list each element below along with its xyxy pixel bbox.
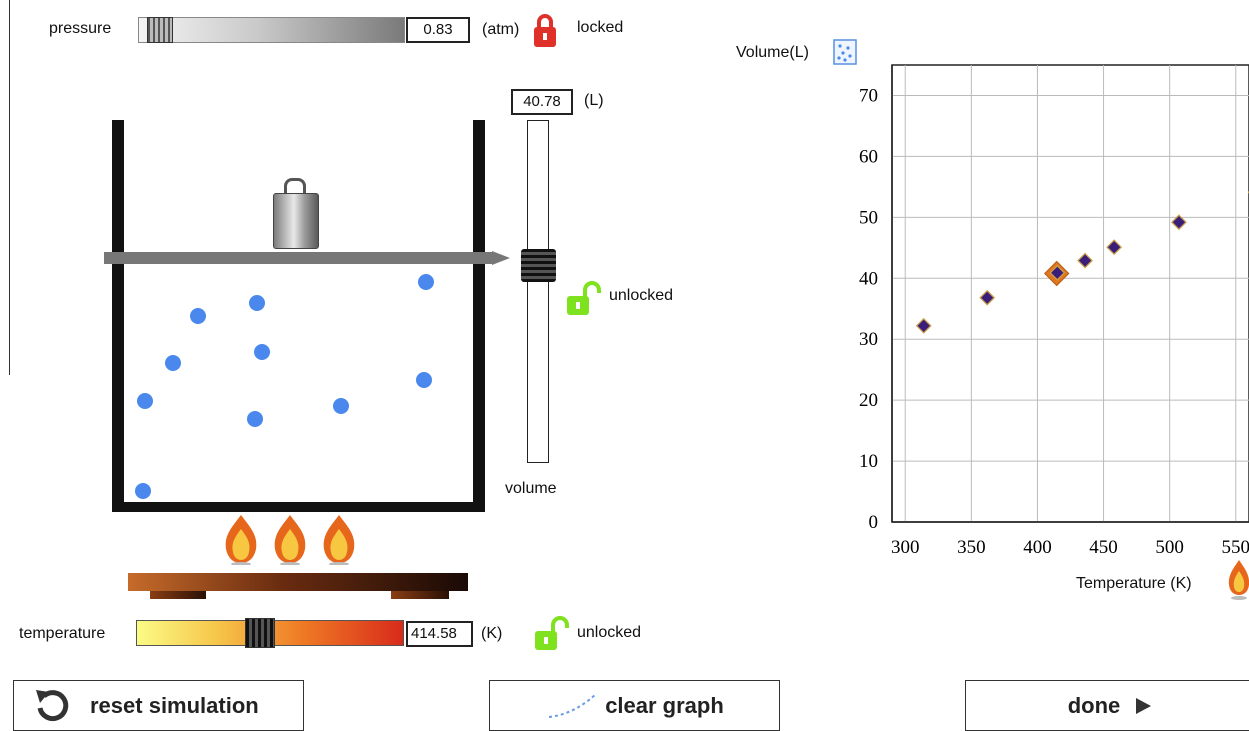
temperature-lock-label: unlocked: [577, 624, 642, 641]
weight: [273, 193, 319, 249]
pressure-label: pressure: [49, 20, 112, 37]
done-button[interactable]: done: [965, 680, 1249, 731]
data-point: [1049, 264, 1066, 281]
container-right-wall: [473, 120, 485, 512]
gas-molecule: [247, 411, 263, 427]
gas-molecule: [135, 483, 151, 499]
graph-x-label: Temperature (K): [1076, 575, 1192, 592]
pressure-slider-knob[interactable]: [147, 17, 173, 43]
done-button-label: done: [1067, 692, 1121, 718]
temperature-value-field[interactable]: 414.58: [406, 621, 473, 647]
y-tick-label: 10: [859, 451, 878, 472]
pressure-lock-icon[interactable]: [533, 12, 557, 53]
volume-temperature-chart: 0 10 20 30 40 50 60 70 300 350 400 450 500 550: [859, 64, 1249, 558]
temperature-slider-knob[interactable]: [245, 618, 275, 648]
data-point: [1106, 239, 1123, 256]
burner-foot: [391, 591, 449, 599]
volume-lock-label: unlocked: [609, 287, 674, 304]
y-tick-label: 60: [859, 146, 878, 167]
y-tick-label: 0: [869, 512, 879, 533]
y-tick-label: 20: [859, 390, 878, 411]
reset-icon: [36, 689, 69, 721]
pressure-value-field[interactable]: 0.83: [406, 17, 470, 43]
y-tick-label: 40: [859, 268, 878, 289]
gas-molecule: [165, 355, 181, 371]
data-point: [979, 289, 996, 306]
flame-icon: [225, 515, 257, 565]
molecules-icon: [833, 39, 857, 70]
temperature-unlock-icon[interactable]: [534, 616, 574, 657]
flame-icon: [274, 515, 306, 565]
x-tick-label: 400: [1023, 537, 1052, 558]
gas-molecule: [333, 398, 349, 414]
flame-icon: [323, 515, 355, 565]
left-edge-line: [9, 0, 10, 375]
pressure-slider-track[interactable]: [138, 17, 405, 43]
container-bottom: [112, 502, 485, 512]
flame-icon: [1228, 560, 1249, 605]
volume-slider-knob[interactable]: [521, 249, 556, 282]
graph-y-label: Volume(L): [736, 44, 809, 61]
gas-molecule: [249, 295, 265, 311]
data-point: [1171, 214, 1187, 231]
x-tick-label: 450: [1089, 537, 1118, 558]
piston[interactable]: [104, 249, 514, 267]
pressure-lock-label: locked: [577, 19, 624, 36]
curve-icon: [549, 693, 596, 718]
y-tick-label: 50: [859, 207, 878, 228]
reset-simulation-button[interactable]: reset simulation: [13, 680, 304, 731]
gas-molecule: [416, 372, 432, 388]
weight-handle: [284, 178, 306, 196]
y-tick-label: 70: [859, 85, 878, 106]
volume-value-field[interactable]: 40.78: [511, 89, 573, 115]
data-point: [915, 317, 932, 334]
temperature-unit: (K): [481, 625, 503, 642]
temperature-label: temperature: [19, 625, 106, 642]
volume-slider-track[interactable]: [527, 120, 549, 463]
play-arrow-icon: [1136, 697, 1152, 714]
gas-molecule: [254, 344, 270, 360]
volume-unit: (L): [584, 92, 604, 109]
volume-label: volume: [505, 480, 557, 497]
x-tick-label: 500: [1155, 537, 1184, 558]
temperature-slider-track[interactable]: [136, 618, 404, 648]
x-tick-label: 350: [957, 537, 986, 558]
clear-graph-button[interactable]: clear graph: [489, 680, 780, 731]
volume-unlock-icon[interactable]: [566, 281, 606, 322]
gas-molecule: [137, 393, 153, 409]
clear-graph-label: clear graph: [605, 692, 724, 718]
data-point: [1077, 252, 1093, 269]
gas-molecule: [190, 308, 206, 324]
y-tick-label: 30: [859, 329, 878, 350]
plot-area: [891, 64, 1249, 523]
gas-molecule: [418, 274, 434, 290]
x-tick-label: 300: [891, 537, 920, 558]
x-tick-label: 550: [1222, 537, 1249, 558]
reset-button-label: reset simulation: [90, 692, 259, 718]
pressure-unit: (atm): [482, 21, 520, 38]
burner-plate: [128, 573, 468, 591]
container-left-wall: [112, 120, 124, 512]
burner-foot: [150, 591, 206, 599]
